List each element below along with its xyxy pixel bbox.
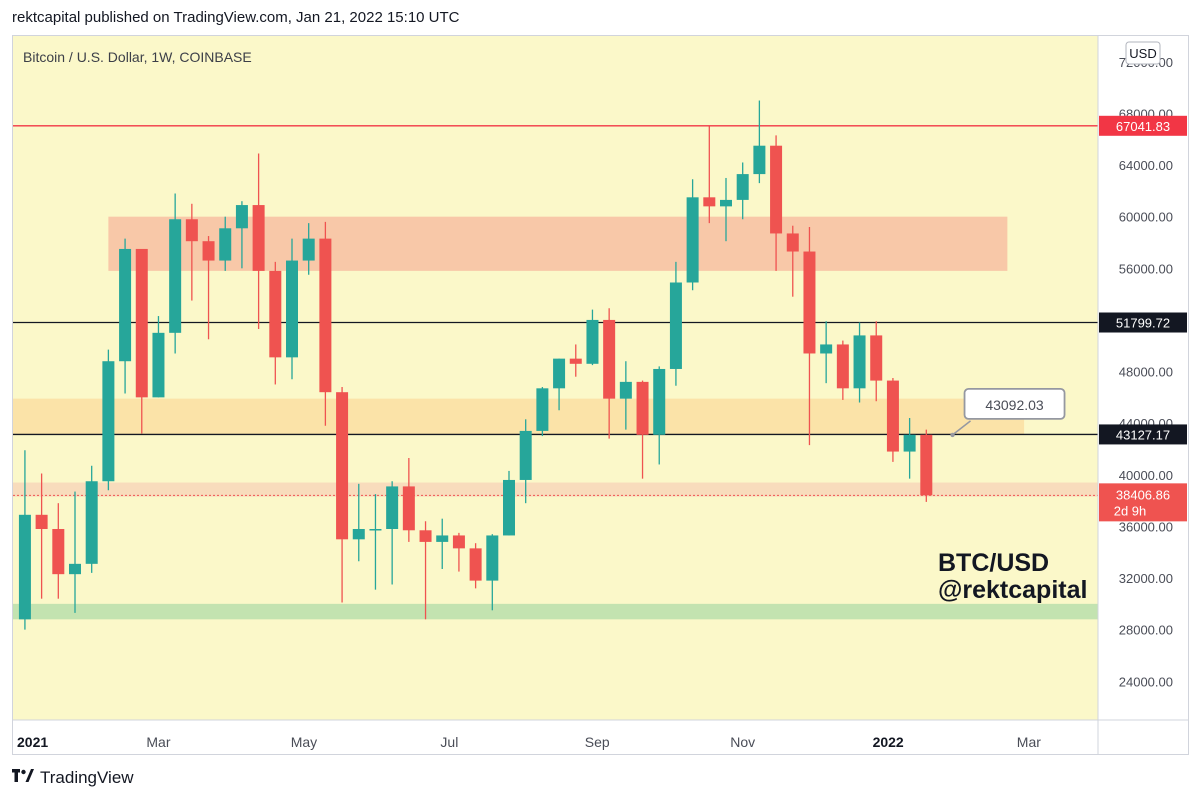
x-tick-label-mar: Mar [1017,734,1041,750]
x-tick-label-nov: Nov [730,734,755,750]
x-tick-label-2021: 2021 [17,734,48,750]
candle-body-2021-12-20[interactable] [853,335,866,389]
candle-body-2021-03-08[interactable] [169,219,182,333]
candle-body-2021-05-10[interactable] [319,238,332,393]
y-tick-label-64000: 64000.00 [1119,158,1173,173]
level-line-43127-price-label: 43127.17 [1116,427,1170,442]
candle-body-2021-01-25[interactable] [69,563,81,575]
candle-body-2021-06-07[interactable] [386,486,399,529]
support-zone-green [13,603,1098,620]
y-tick-label-36000: 36000.00 [1119,519,1173,534]
candle-body-2021-02-01[interactable] [85,481,98,564]
author-watermark: @rektcapital [938,576,1087,604]
candle-body-2021-02-15[interactable] [119,248,132,362]
ath-line-price-tag [1099,115,1187,136]
candle-body-2021-05-03[interactable] [302,238,315,261]
callout-anchor-dot [950,432,955,438]
x-tick-label-2022: 2022 [873,734,904,750]
y-tick-label-40000: 40000.00 [1119,468,1173,483]
candle-body-2021-12-13[interactable] [836,344,849,389]
y-tick-label-60000: 60000.00 [1119,210,1173,225]
candle-body-2021-11-08[interactable] [753,145,766,175]
candle-body-2021-09-13[interactable] [619,381,632,399]
candle-body-2021-01-11[interactable] [35,514,48,529]
candle-body-2021-03-22[interactable] [202,241,215,261]
x-tick-label-jul: Jul [440,734,458,750]
candle-body-2021-05-31[interactable] [369,528,382,531]
candle-body-2021-12-06[interactable] [820,344,833,354]
candle-body-2021-11-01[interactable] [736,174,749,200]
candle-body-2021-07-26[interactable] [503,479,515,536]
candle-body-2021-11-29[interactable] [803,251,816,354]
callout-pointer [952,420,971,436]
candle-body-2021-10-11[interactable] [686,197,699,283]
candle-body-2022-01-03[interactable] [886,380,899,452]
candle-body-2021-11-15[interactable] [770,145,783,234]
y-tick-label-48000: 48000.00 [1119,365,1173,380]
level-line-51799-price-label: 51799.72 [1116,316,1170,331]
candle-body-2021-06-28[interactable] [436,535,449,542]
footer-brand: TradingView [12,768,134,788]
symbol-watermark: BTC/USD [938,549,1049,577]
level-line-43127-price-tag [1099,424,1187,445]
x-tick-label-mar: Mar [146,734,170,750]
candle-body-2021-12-27[interactable] [870,335,883,381]
y-tick-label-28000: 28000.00 [1119,623,1173,638]
currency-label: USD [1129,46,1156,61]
candle-body-2022-01-10[interactable] [903,434,916,452]
current-price-label: 38406.86 [1116,487,1170,502]
chart-title: Bitcoin / U.S. Dollar, 1W, COINBASE [23,49,252,65]
candle-body-2021-03-29[interactable] [219,228,232,261]
candle-body-2021-10-25[interactable] [720,199,732,207]
candle-body-2021-01-04[interactable] [18,514,31,620]
candle-body-2021-04-05[interactable] [235,205,248,229]
tradingview-logo-icon [12,768,34,788]
zone-peach [13,482,1098,497]
candle-body-2021-10-04[interactable] [669,282,682,369]
y-tick-label-24000: 24000.00 [1119,674,1173,689]
callout-price-label: 43092.03 [985,397,1044,413]
candle-body-2021-10-18[interactable] [703,197,716,207]
candle-body-2021-07-05[interactable] [452,535,465,549]
zone-orange [13,398,1025,435]
candle-body-2021-08-02[interactable] [519,430,532,480]
candle-body-2021-09-20[interactable] [636,381,649,435]
candle-body-2021-04-26[interactable] [286,260,298,358]
bar-countdown-label: 2d 9h [1114,503,1147,518]
y-tick-label-32000: 32000.00 [1119,571,1173,586]
candle-body-2021-04-19[interactable] [269,270,282,358]
candle-body-2021-11-22[interactable] [786,233,799,252]
candle-body-2021-02-22[interactable] [135,248,148,398]
callout-box [963,387,1066,420]
currency-badge[interactable] [1125,41,1161,65]
x-tick-label-may: May [291,734,317,750]
chart-frame[interactable]: 24000.00 28000.00 32000.00 36000.00 40000.00… [12,35,1189,755]
candle-body-2021-09-27[interactable] [653,368,666,435]
y-tick-label-56000: 56000.00 [1119,261,1173,276]
candle-body-2021-06-14[interactable] [402,486,415,531]
candle-body-2021-07-19[interactable] [486,535,499,581]
publication-header: rektcapital published on TradingView.com… [12,9,460,26]
candle-body-2021-03-15[interactable] [185,219,198,242]
candle-body-2022-01-17[interactable] [920,434,933,496]
candle-body-2021-09-06[interactable] [603,319,616,399]
current-price-tag [1099,483,1187,522]
candle-body-2021-04-12[interactable] [252,205,265,271]
candle-body-2021-08-23[interactable] [569,358,582,364]
candle-body-2021-08-30[interactable] [586,319,599,364]
candle-body-2021-07-12[interactable] [469,548,482,581]
level-line-51799-price-tag [1099,312,1187,333]
candle-body-2021-05-17[interactable] [336,392,349,540]
tradingview-brand-label: TradingView [40,768,134,787]
candle-body-2021-08-16[interactable] [553,358,566,389]
ath-line-price-label: 67041.83 [1116,119,1170,134]
candle-body-2021-05-24[interactable] [352,528,365,540]
candle-body-2021-08-09[interactable] [536,388,549,431]
candle-body-2021-03-01[interactable] [152,332,165,398]
x-tick-label-sep: Sep [585,734,610,750]
candlestick-chart[interactable]: 24000.00 28000.00 32000.00 36000.00 40000.00… [13,36,1188,754]
candle-body-2021-01-18[interactable] [52,528,65,575]
candle-body-2021-06-21[interactable] [419,530,432,542]
candle-body-2021-02-08[interactable] [102,361,115,482]
